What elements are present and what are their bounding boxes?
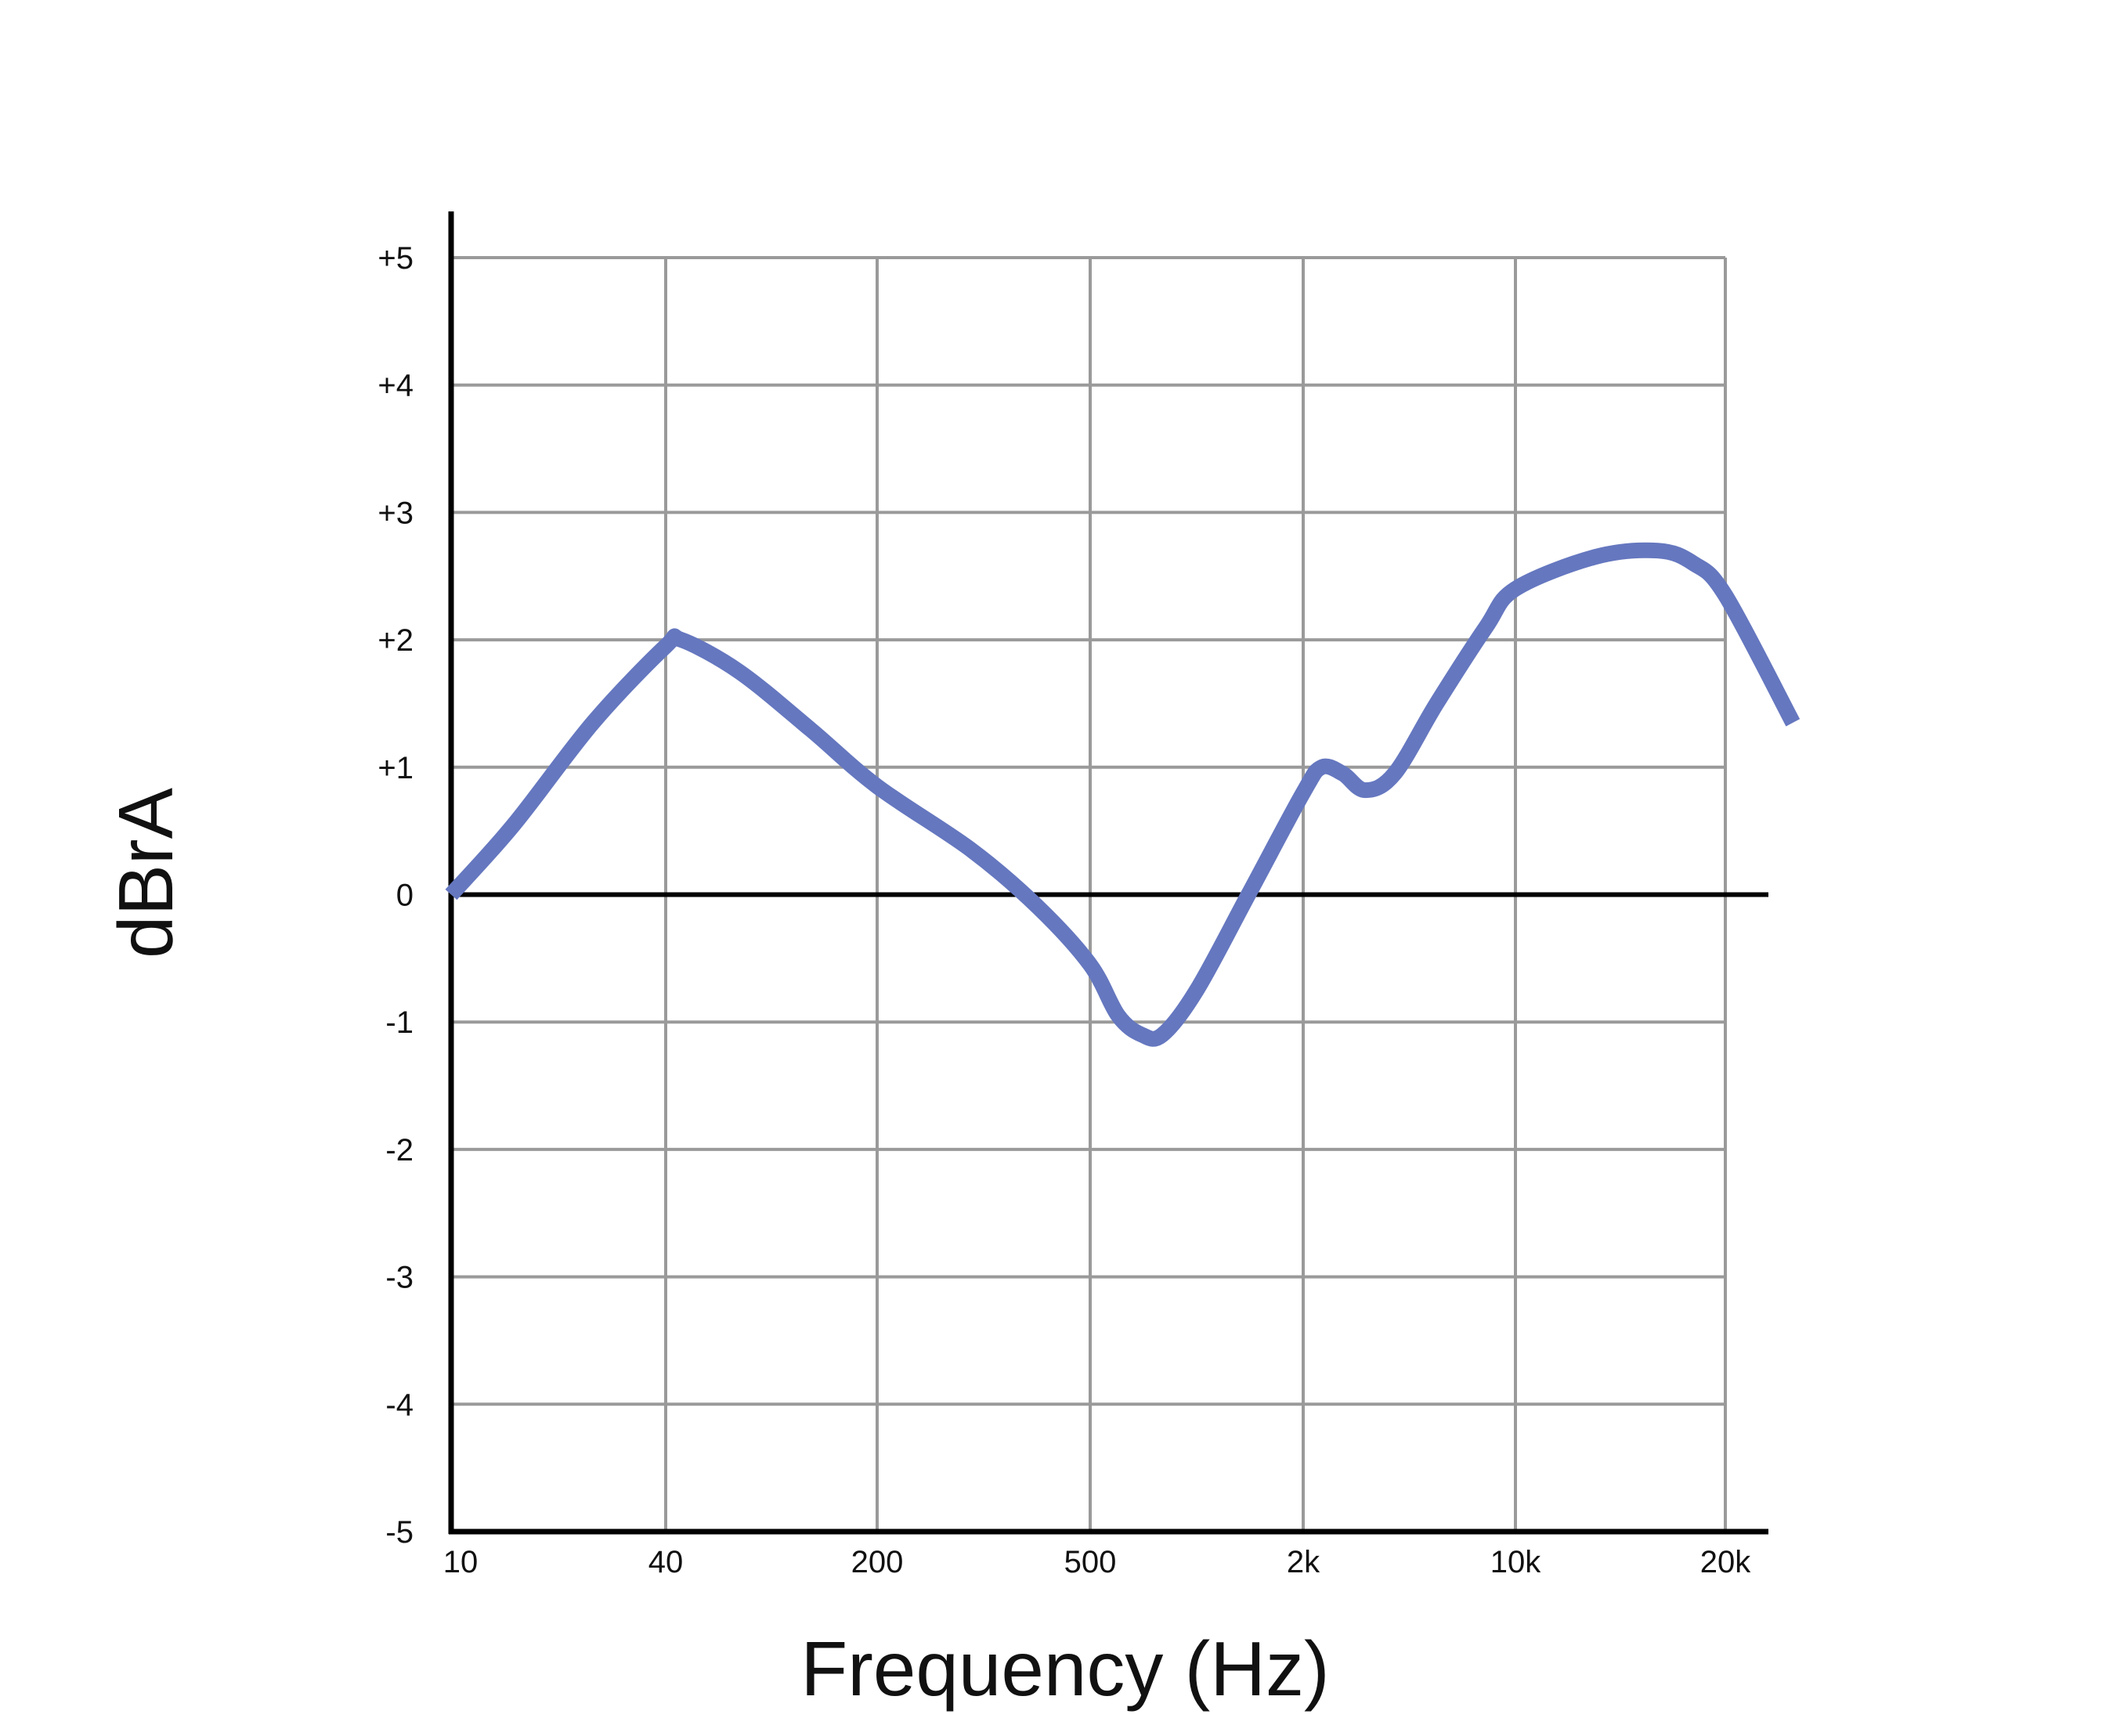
y-tick-label: +2 <box>377 623 414 658</box>
x-tick-label: 40 <box>648 1545 684 1579</box>
y-tick-label: +3 <box>377 496 414 530</box>
tick-labels: +5 +4 +3 +2 +1 0 -1 -2 -3 -4 -5 10 40 200 500 2k 10k 20k <box>377 241 1751 1579</box>
y-tick-label: -5 <box>385 1515 414 1550</box>
x-tick-label: 20k <box>1700 1545 1751 1579</box>
x-tick-label: 200 <box>851 1545 904 1579</box>
x-axis-title: Frequency (Hz) <box>800 1626 1329 1712</box>
y-tick-label: +4 <box>377 369 414 403</box>
y-tick-label: +5 <box>377 241 414 276</box>
x-tick-label: 10 <box>443 1545 479 1579</box>
y-tick-label: -4 <box>385 1388 414 1422</box>
axes <box>448 211 1768 1535</box>
y-tick-label: +1 <box>377 751 414 785</box>
x-tick-label: 2k <box>1287 1545 1320 1579</box>
y-tick-label: -3 <box>385 1261 414 1295</box>
y-tick-label: 0 <box>396 879 414 913</box>
y-axis-title: dBrA <box>103 787 189 958</box>
series-line <box>445 542 1801 1047</box>
y-tick-label: -1 <box>385 1005 414 1040</box>
x-tick-label: 10k <box>1490 1545 1541 1579</box>
series-layer <box>445 542 1801 1047</box>
y-tick-label: -2 <box>385 1133 414 1168</box>
x-tick-label: 500 <box>1064 1545 1117 1579</box>
